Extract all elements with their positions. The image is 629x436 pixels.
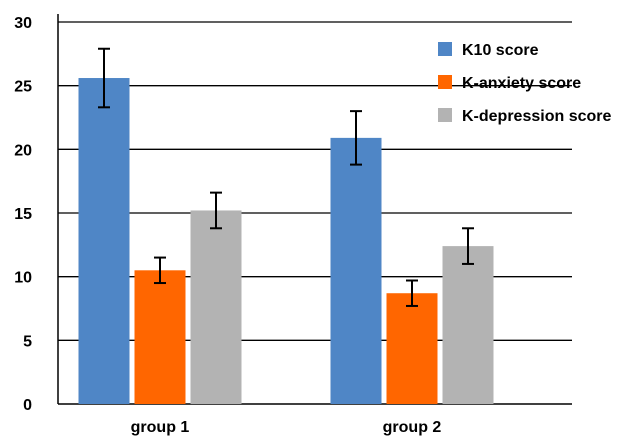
x-tick-label: group 1	[131, 419, 190, 436]
bar-3-group-1	[190, 210, 242, 404]
bar-2-group-2	[386, 293, 438, 404]
y-tick-label: 10	[14, 270, 32, 287]
y-tick-label: 0	[23, 397, 32, 414]
bar-2-group-1	[134, 270, 186, 404]
bar-3-group-2	[442, 246, 494, 404]
y-tick-label: 25	[14, 79, 32, 96]
y-tick-label: 5	[23, 333, 32, 350]
legend-swatch	[438, 108, 452, 122]
x-tick-label: group 2	[383, 419, 442, 436]
y-tick-label: 15	[14, 206, 32, 223]
y-tick-label: 20	[14, 142, 32, 159]
legend-label: K-anxiety score	[462, 75, 581, 92]
legend-swatch	[438, 42, 452, 56]
bar-1-group-1	[78, 78, 130, 404]
legend-label: K10 score	[462, 42, 539, 59]
bar-1-group-2	[330, 137, 382, 404]
y-tick-label: 30	[14, 15, 32, 32]
legend-swatch	[438, 75, 452, 89]
legend-label: K-depression score	[462, 108, 611, 125]
